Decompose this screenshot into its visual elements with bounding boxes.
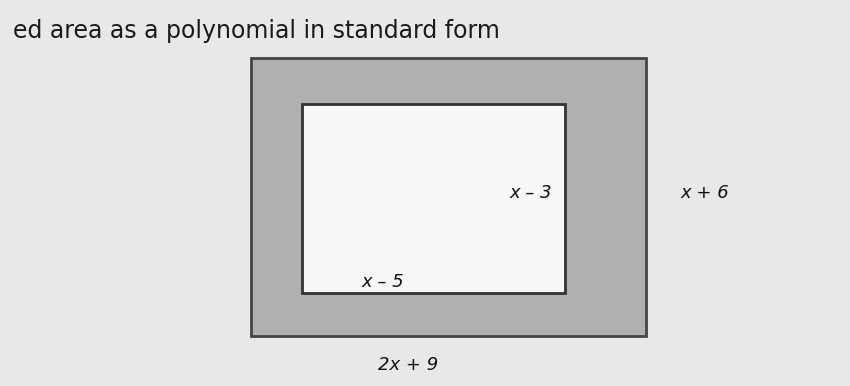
Text: 2x + 9: 2x + 9 [378,356,438,374]
Bar [302,104,565,293]
Text: x – 5: x – 5 [361,273,404,291]
Text: x + 6: x + 6 [680,184,728,202]
Bar [251,58,646,336]
Text: ed area as a polynomial in standard form: ed area as a polynomial in standard form [13,19,500,43]
Text: x – 3: x – 3 [510,184,552,202]
